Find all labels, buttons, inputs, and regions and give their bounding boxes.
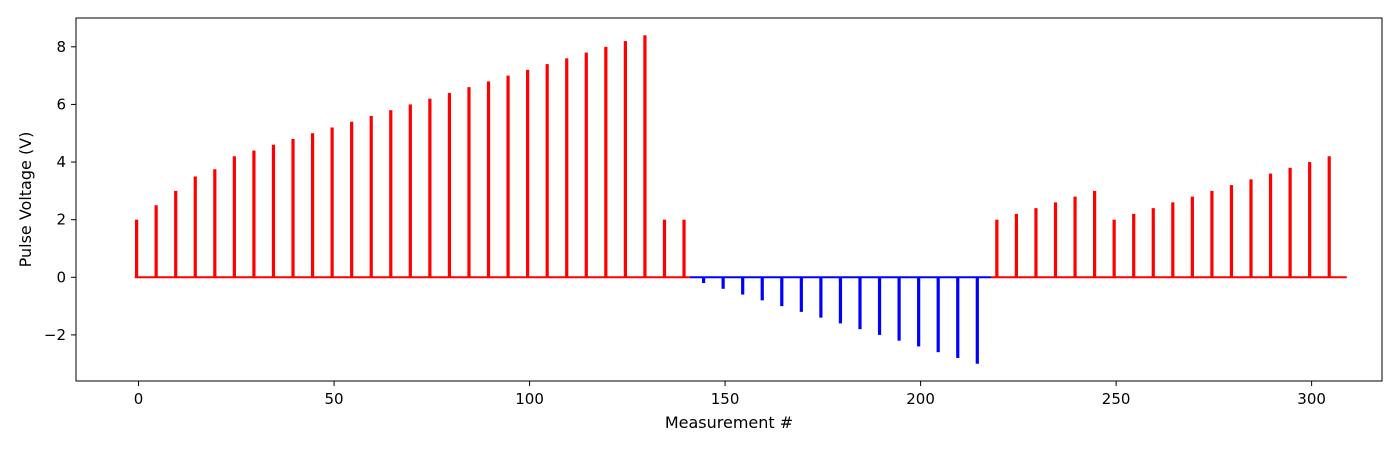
x-tick-label: 300 (1297, 390, 1326, 408)
bar (1151, 208, 1155, 278)
bar (310, 133, 315, 278)
bar (154, 205, 158, 278)
x-axis-ticks: 0 50 100 150 200 250 300 (134, 381, 1326, 408)
plot-frame (75, 17, 1383, 382)
bar (701, 277, 706, 284)
bar (1288, 167, 1292, 278)
y-tick-label: 6 (56, 95, 66, 113)
bar (135, 219, 139, 278)
bar (643, 35, 647, 278)
bar (917, 277, 921, 347)
bar-marks (135, 35, 1331, 364)
x-tick-label: 0 (134, 390, 144, 408)
bar (545, 64, 549, 278)
bar (995, 219, 999, 278)
x-tick-label: 100 (515, 390, 544, 408)
bar (584, 52, 588, 278)
y-tick-label: 4 (56, 153, 66, 171)
bar (760, 277, 764, 301)
bar (1034, 208, 1038, 278)
bar (741, 277, 745, 295)
bar (369, 115, 373, 278)
bar (193, 176, 197, 278)
bar (1249, 179, 1253, 278)
bar (897, 277, 901, 341)
bar (486, 81, 491, 278)
bar (1112, 219, 1116, 278)
bar (1210, 190, 1214, 278)
bar (408, 104, 412, 278)
bar (271, 144, 276, 278)
bar (799, 277, 803, 312)
bar (1132, 213, 1136, 278)
bar (1073, 196, 1077, 278)
bar (1268, 173, 1273, 278)
bar (1053, 202, 1058, 278)
x-tick-label: 250 (1102, 390, 1131, 408)
bar (428, 98, 432, 278)
bar (956, 277, 960, 358)
bar (1229, 185, 1234, 278)
bar (213, 169, 217, 278)
bar (252, 150, 256, 278)
bar (780, 277, 784, 307)
bar (682, 219, 686, 278)
bar (389, 110, 393, 278)
bar (330, 127, 334, 278)
bar (291, 139, 295, 278)
bar (1190, 196, 1194, 278)
y-axis-label: Pulse Voltage (V) (16, 132, 35, 268)
bar (1171, 202, 1175, 278)
bar (1308, 162, 1312, 278)
bar (1093, 190, 1097, 278)
bar (721, 277, 725, 289)
y-tick-label: 0 (56, 268, 66, 286)
bar (467, 87, 471, 278)
bar (936, 277, 940, 353)
bar (232, 156, 236, 278)
bar (526, 69, 530, 278)
bar (604, 46, 608, 278)
x-axis-label: Measurement # (665, 413, 793, 432)
bar (975, 277, 979, 364)
y-axis-ticks: −2 0 2 4 6 8 (44, 38, 76, 344)
bar (565, 58, 569, 278)
x-tick-label: 150 (711, 390, 740, 408)
bar (506, 75, 510, 278)
x-tick-label: 50 (325, 390, 344, 408)
bar (838, 277, 843, 324)
bar (350, 121, 354, 278)
bar (819, 277, 823, 318)
bar (623, 41, 627, 278)
bar (1327, 156, 1331, 278)
bar (174, 190, 178, 278)
y-tick-label: −2 (44, 326, 66, 344)
x-tick-label: 200 (906, 390, 935, 408)
bar (447, 92, 452, 278)
bar (858, 277, 862, 330)
y-tick-label: 2 (56, 211, 66, 229)
bar (662, 219, 667, 278)
bar (1014, 213, 1018, 278)
y-tick-label: 8 (56, 38, 66, 56)
bar (877, 277, 882, 335)
